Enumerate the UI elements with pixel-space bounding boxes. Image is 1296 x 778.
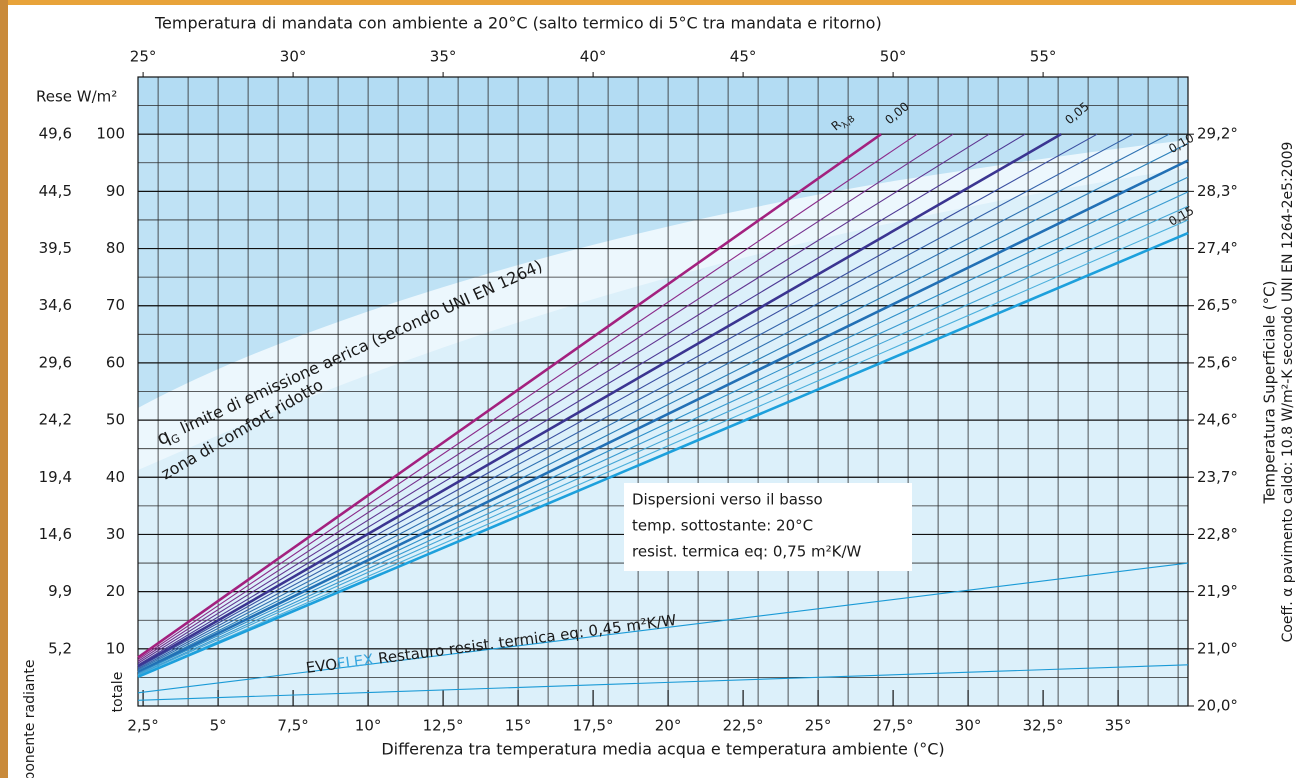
x2-tick-label: 35° bbox=[430, 48, 457, 66]
x-tick-label: 25° bbox=[805, 717, 832, 735]
annotation-box-line: resist. termica eq: 0,75 m²K/W bbox=[632, 543, 862, 561]
radiant-tick-label: 34,6 bbox=[39, 296, 72, 314]
x2-tick-label: 30° bbox=[280, 48, 307, 66]
x2-tick-label: 40° bbox=[580, 48, 607, 66]
y2-tick-label: 28,3° bbox=[1197, 182, 1238, 200]
radiant-tick-label: 24,2 bbox=[39, 411, 72, 429]
x-tick-label: 30° bbox=[955, 717, 982, 735]
y2-tick-label: 21,9° bbox=[1197, 582, 1238, 600]
x-tick-label: 22,5° bbox=[723, 717, 764, 735]
y-tick-label: 60 bbox=[106, 353, 125, 371]
y2-tick-label: 26,5° bbox=[1197, 296, 1238, 314]
x-tick-label: 35° bbox=[1105, 717, 1132, 735]
y-tick-label: 20 bbox=[106, 582, 125, 600]
y2-tick-label: 21,0° bbox=[1197, 639, 1238, 657]
x2-tick-label: 45° bbox=[730, 48, 757, 66]
x-tick-label: 5° bbox=[210, 717, 227, 735]
x-tick-label: 2,5° bbox=[127, 717, 158, 735]
x-tick-label: 12,5° bbox=[423, 717, 464, 735]
y2-tick-label: 24,6° bbox=[1197, 411, 1238, 429]
x2-tick-label: 25° bbox=[130, 48, 157, 66]
y-tick-label: 30 bbox=[106, 525, 125, 543]
y-tick-label: 70 bbox=[106, 296, 125, 314]
x-tick-label: 10° bbox=[355, 717, 382, 735]
y2-tick-label: 22,8° bbox=[1197, 525, 1238, 543]
y-tick-label: 10 bbox=[106, 639, 125, 657]
radiant-tick-label: 9,9 bbox=[48, 582, 72, 600]
y2-tick-label: 20,0° bbox=[1197, 697, 1238, 715]
y2-tick-label: 25,6° bbox=[1197, 353, 1238, 371]
radiant-tick-label: 29,6 bbox=[39, 353, 72, 371]
total-axis-title: totale bbox=[110, 672, 126, 713]
radiant-tick-label: 44,5 bbox=[39, 182, 72, 200]
y-tick-label: 50 bbox=[106, 411, 125, 429]
x-tick-label: 7,5° bbox=[277, 717, 308, 735]
radiant-tick-label: 49,6 bbox=[39, 125, 72, 143]
x-tick-label: 32,5° bbox=[1023, 717, 1064, 735]
y2-tick-label: 27,4° bbox=[1197, 239, 1238, 257]
radiant-tick-label: 14,6 bbox=[39, 525, 72, 543]
x2-tick-label: 55° bbox=[1030, 48, 1057, 66]
y-tick-label: 40 bbox=[106, 468, 125, 486]
annotation-box-line: temp. sottostante: 20°C bbox=[632, 517, 813, 535]
x-tick-label: 20° bbox=[655, 717, 682, 735]
y-axis-title: Rese W/m² bbox=[36, 88, 117, 106]
chart: Temperatura di mandata con ambiente a 20… bbox=[0, 0, 1296, 778]
x2-tick-label: 50° bbox=[880, 48, 907, 66]
left-border bbox=[0, 0, 8, 778]
radiant-tick-label: 39,5 bbox=[39, 239, 72, 257]
top-border bbox=[0, 0, 1296, 5]
annotation-box-line: Dispersioni verso il basso bbox=[632, 491, 823, 509]
x-tick-label: 27,5° bbox=[873, 717, 914, 735]
y-tick-label: 80 bbox=[106, 239, 125, 257]
y2-axis-note: Coeff. α pavimento caldo: 10.8 W/m²-K se… bbox=[1280, 142, 1296, 643]
top-axis-title: Temperatura di mandata con ambiente a 20… bbox=[154, 14, 882, 33]
y2-axis-title: Temperatura Superficiale (°C) bbox=[1261, 281, 1279, 505]
x-tick-label: 15° bbox=[505, 717, 532, 735]
y2-tick-label: 29,2° bbox=[1197, 125, 1238, 143]
x-axis-title: Differenza tra temperatura media acqua e… bbox=[381, 740, 944, 759]
radiant-tick-label: 5,2 bbox=[48, 639, 72, 657]
radiant-tick-label: 19,4 bbox=[39, 468, 72, 486]
y-tick-label: 100 bbox=[96, 125, 125, 143]
x-tick-label: 17,5° bbox=[573, 717, 614, 735]
y2-tick-label: 23,7° bbox=[1197, 468, 1238, 486]
y-tick-label: 90 bbox=[106, 182, 125, 200]
radiant-axis-title: componente radiante bbox=[22, 660, 38, 778]
